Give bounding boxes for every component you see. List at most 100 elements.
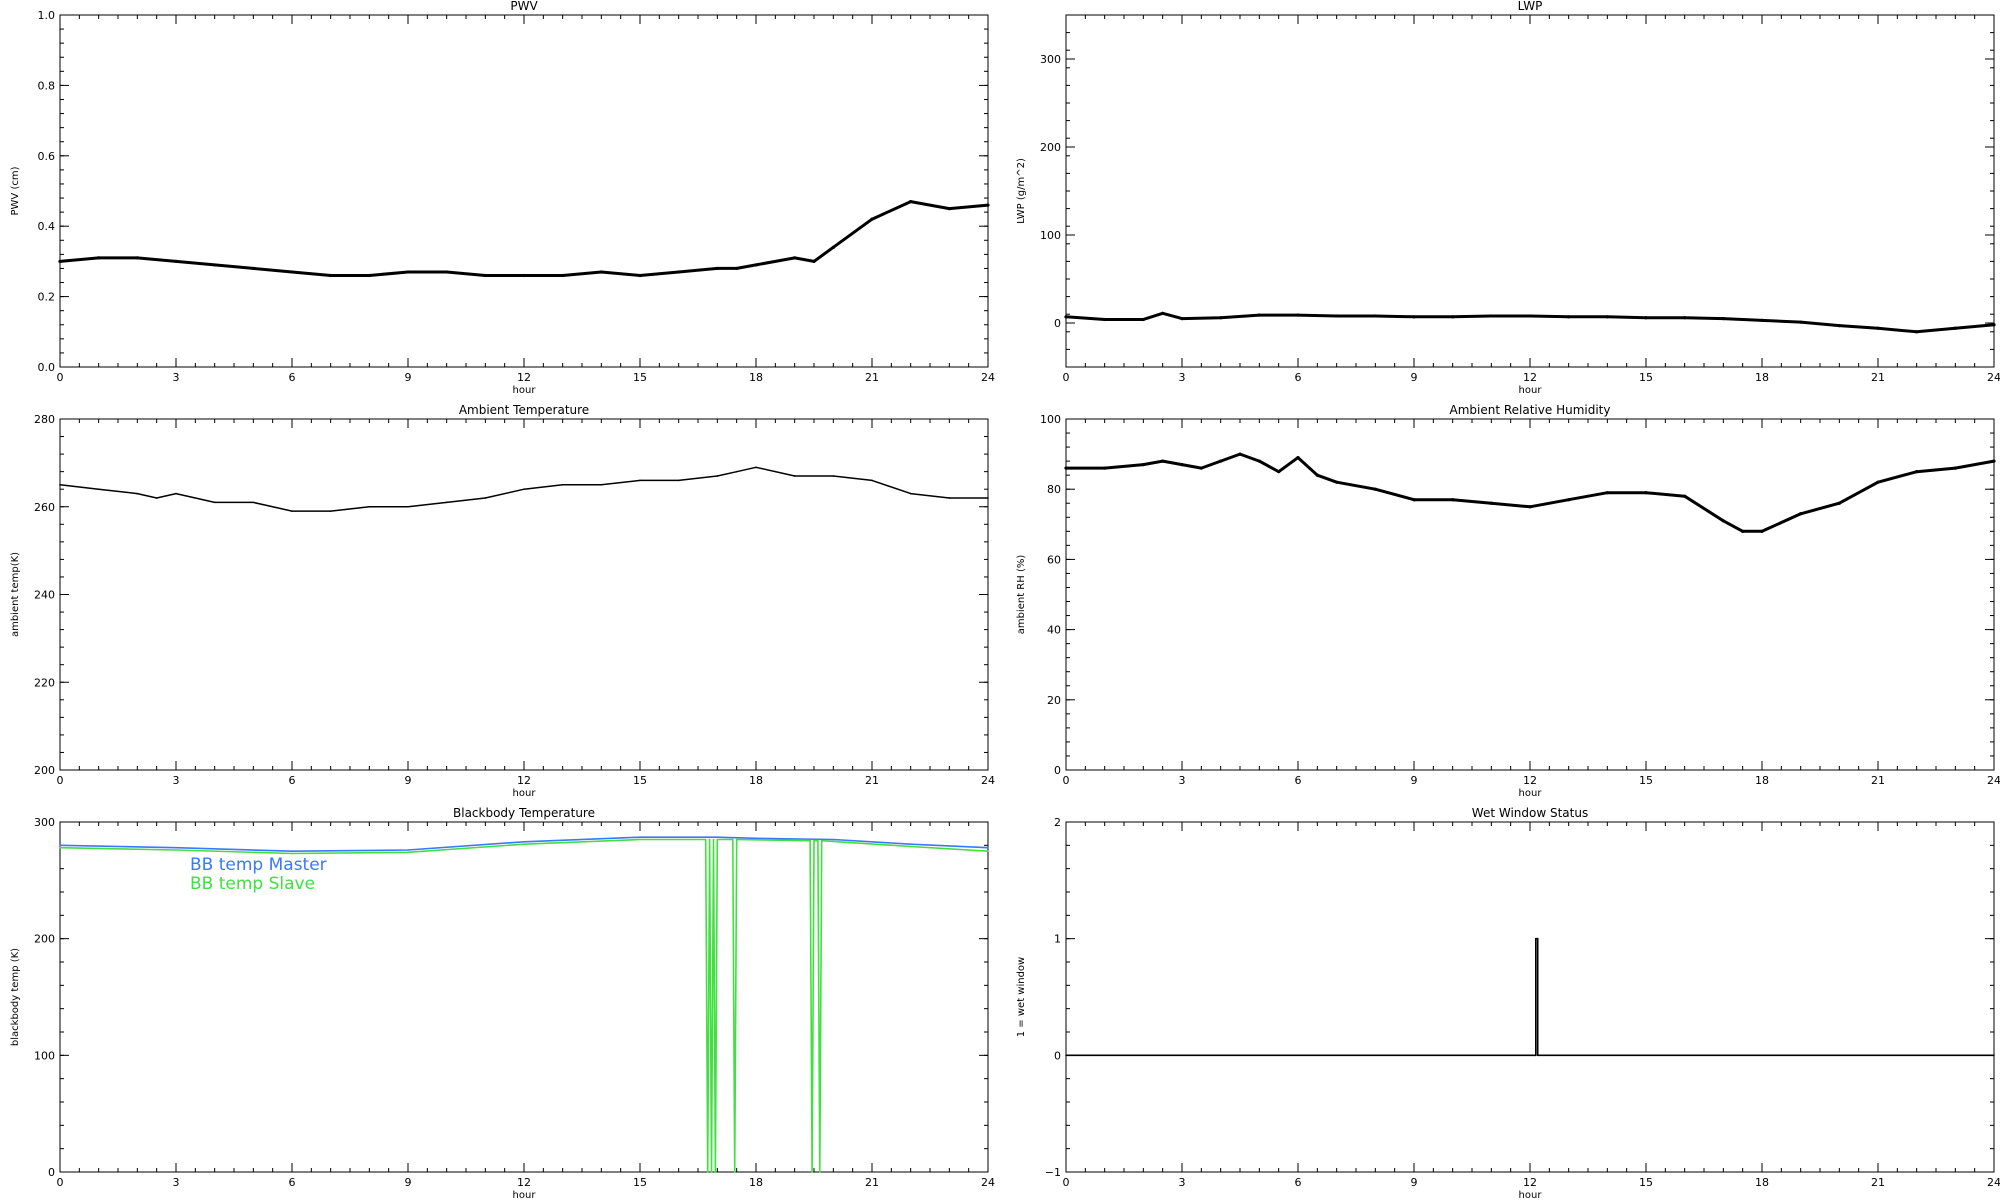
- plot-frame: [1065, 418, 1995, 771]
- data-point: [1412, 498, 1416, 502]
- data-point: [175, 846, 177, 849]
- x-tick-label: 3: [173, 774, 180, 787]
- x-tick-label: 6: [289, 1176, 296, 1189]
- x-tick-label: 9: [1411, 371, 1418, 384]
- chart-title: Wet Window Status: [1472, 806, 1588, 820]
- x-tick-label: 24: [1987, 774, 2000, 787]
- data-point: [1741, 529, 1745, 533]
- data-point: [59, 484, 61, 486]
- x-tick-label: 15: [633, 1176, 647, 1189]
- data-point: [986, 203, 990, 207]
- y-axis-label: LWP (g/m^2): [1016, 158, 1027, 224]
- y-tick-label: 80: [1047, 483, 1061, 496]
- data-point: [1837, 501, 1841, 505]
- x-tick-label: 3: [1179, 1176, 1186, 1189]
- data-point: [677, 270, 681, 274]
- chart-panel-5: Blackbody Temperature 0 3 6 9 12 15 18 21 24 0 100 2…: [10, 806, 995, 1200]
- x-tick-label: 24: [981, 1176, 995, 1189]
- y-tick-label: 0: [48, 1166, 55, 1179]
- data-point: [714, 1171, 717, 1173]
- x-tick-label: 24: [1987, 1176, 2000, 1189]
- data-point: [813, 839, 815, 842]
- data-point: [1103, 317, 1107, 322]
- data-point: [947, 207, 951, 211]
- data-point: [368, 505, 371, 508]
- y-axis-label: ambient RH (%): [1016, 555, 1027, 635]
- data-point: [1335, 480, 1339, 484]
- data-point: [1992, 459, 1996, 463]
- y-tick-label: 240: [34, 589, 55, 602]
- data-point: [1760, 318, 1764, 322]
- series-line-2: [59, 838, 989, 1173]
- data-point: [1161, 459, 1165, 463]
- data-point: [523, 841, 525, 843]
- x-tick-label: 24: [981, 371, 995, 384]
- data-point: [1535, 937, 1537, 940]
- data-point: [820, 839, 823, 842]
- data-point: [175, 492, 177, 495]
- data-point: [600, 484, 603, 486]
- data-point: [831, 245, 835, 249]
- data-point: [174, 259, 178, 263]
- x-tick-label: 18: [749, 1176, 763, 1189]
- data-point: [1799, 512, 1803, 516]
- series-line-1: [1065, 311, 1995, 334]
- data-point: [406, 270, 410, 274]
- x-tick-label: 21: [865, 371, 879, 384]
- x-tick-label: 21: [1871, 371, 1885, 384]
- x-tick-label: 6: [1295, 774, 1302, 787]
- y-tick-label: 100: [1040, 413, 1061, 426]
- y-tick-label: 0.0: [38, 361, 56, 374]
- data-point: [832, 838, 835, 841]
- chart-panel-3: Ambient Temperature 0 3 6 9 12 15 18 21 24 200 220 2…: [10, 403, 995, 799]
- data-point: [1161, 311, 1165, 315]
- x-tick-label: 12: [1523, 1176, 1537, 1189]
- data-point: [812, 259, 816, 263]
- plot-frame: [59, 14, 989, 368]
- x-tick-label: 12: [517, 371, 531, 384]
- x-tick-label: 6: [289, 371, 296, 384]
- y-tick-label: 1.0: [38, 9, 56, 22]
- data-point: [638, 273, 642, 278]
- x-tick-label: 12: [1523, 371, 1537, 384]
- data-point: [1451, 315, 1455, 319]
- data-point: [1567, 498, 1571, 502]
- series-line-1: [1066, 452, 1995, 533]
- y-axis-label: blackbody temp (K): [10, 948, 21, 1046]
- x-tick-label: 12: [1523, 774, 1537, 787]
- data-point: [561, 273, 565, 278]
- data-point: [1721, 519, 1725, 523]
- data-point: [1141, 463, 1145, 467]
- data-point: [870, 217, 874, 221]
- y-tick-label: 220: [34, 676, 55, 689]
- x-tick-label: 15: [633, 774, 647, 787]
- data-point: [1993, 1054, 1995, 1057]
- data-point: [175, 849, 177, 851]
- y-tick-label: 300: [1040, 53, 1061, 66]
- data-point: [1992, 323, 1996, 327]
- chart-panel-2: LWP 0 3 6 9 12 15 18 21 24 0 100 200 300 hour LWP (g/m^…: [1016, 0, 2000, 396]
- data-point: [811, 1171, 813, 1173]
- data-point: [483, 273, 487, 278]
- y-tick-label: 0.4: [38, 220, 56, 233]
- plot-frame: [1065, 821, 1995, 1173]
- data-point: [1277, 470, 1281, 474]
- data-point: [716, 475, 719, 477]
- data-point: [213, 263, 217, 267]
- data-point: [793, 256, 797, 260]
- data-point: [1605, 315, 1609, 319]
- data-point: [987, 850, 989, 852]
- x-tick-label: 3: [1179, 774, 1186, 787]
- x-axis-label: hour: [1519, 1190, 1543, 1200]
- chart-title: Ambient Relative Humidity: [1450, 403, 1611, 417]
- data-point: [1315, 473, 1319, 477]
- y-tick-label: 0: [1054, 317, 1061, 330]
- data-point: [1536, 1054, 1539, 1057]
- x-tick-label: 15: [1639, 774, 1653, 787]
- x-tick-label: 18: [749, 371, 763, 384]
- data-point: [523, 488, 525, 491]
- data-point: [1915, 330, 1919, 334]
- data-point: [445, 270, 449, 274]
- data-point: [819, 1171, 821, 1173]
